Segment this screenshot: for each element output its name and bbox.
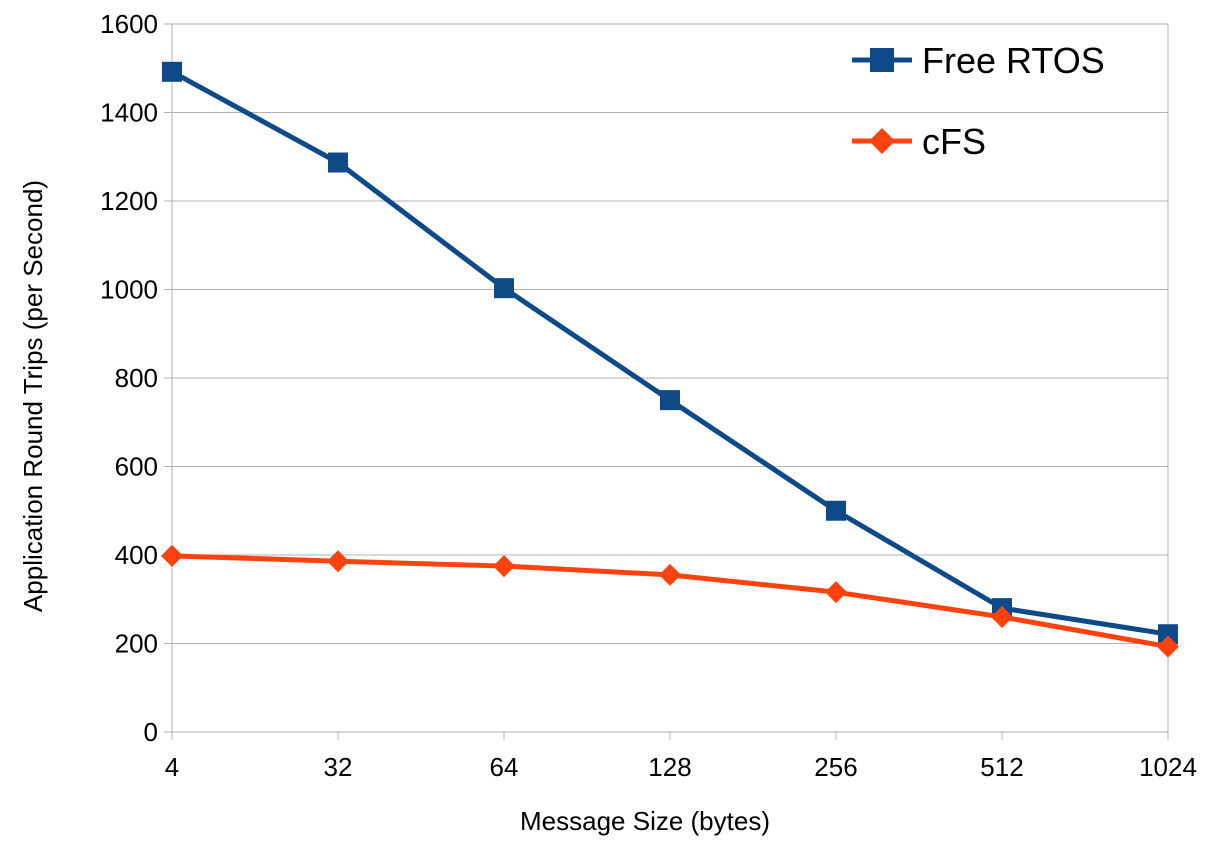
y-tick-label: 600 bbox=[115, 452, 158, 482]
y-axis-ticks: 0 200 400 600 800 1000 1200 1400 1600 bbox=[100, 9, 158, 747]
x-tick-label: 512 bbox=[980, 752, 1023, 782]
legend-label-cfs: cFS bbox=[922, 121, 986, 162]
data-point-free-rtos bbox=[328, 152, 348, 173]
series-layer bbox=[161, 61, 1179, 658]
x-axis-ticks: 4 32 64 128 256 512 1024 bbox=[165, 732, 1197, 782]
data-point-cfs bbox=[161, 544, 183, 567]
data-point-free-rtos bbox=[660, 390, 680, 411]
series-cfs bbox=[161, 544, 1179, 658]
y-tick-label: 1400 bbox=[100, 98, 158, 128]
data-point-free-rtos bbox=[826, 500, 846, 521]
x-tick-label: 1024 bbox=[1139, 752, 1197, 782]
y-tick-label: 0 bbox=[144, 717, 158, 747]
data-point-cfs bbox=[1157, 635, 1179, 658]
x-tick-label: 64 bbox=[490, 752, 519, 782]
data-point-cfs bbox=[825, 581, 847, 604]
x-tick-label: 128 bbox=[648, 752, 691, 782]
data-point-cfs bbox=[493, 555, 515, 578]
data-point-free-rtos bbox=[494, 278, 514, 299]
legend-label-free-rtos: Free RTOS bbox=[922, 40, 1105, 81]
y-tick-label: 1000 bbox=[100, 275, 158, 305]
data-point-cfs bbox=[327, 550, 349, 573]
y-tick-label: 800 bbox=[115, 363, 158, 393]
data-point-cfs bbox=[991, 605, 1013, 628]
legend: Free RTOS cFS bbox=[852, 40, 1105, 162]
y-tick-label: 1600 bbox=[100, 9, 158, 39]
legend-marker-cfs bbox=[869, 128, 895, 154]
y-tick-label: 200 bbox=[115, 629, 158, 659]
data-point-free-rtos bbox=[162, 61, 182, 82]
y-tick-label: 1200 bbox=[100, 186, 158, 216]
x-tick-label: 4 bbox=[165, 752, 179, 782]
x-axis-title: Message Size (bytes) bbox=[520, 806, 770, 836]
x-tick-label: 32 bbox=[324, 752, 353, 782]
gridlines bbox=[164, 23, 1169, 733]
y-axis-title: Application Round Trips (per Second) bbox=[18, 180, 48, 612]
data-point-free-rtos bbox=[1158, 624, 1178, 645]
x-tick-label: 256 bbox=[814, 752, 857, 782]
y-tick-label: 400 bbox=[115, 540, 158, 570]
legend-marker-free-rtos bbox=[870, 48, 894, 72]
data-point-cfs bbox=[659, 563, 681, 586]
